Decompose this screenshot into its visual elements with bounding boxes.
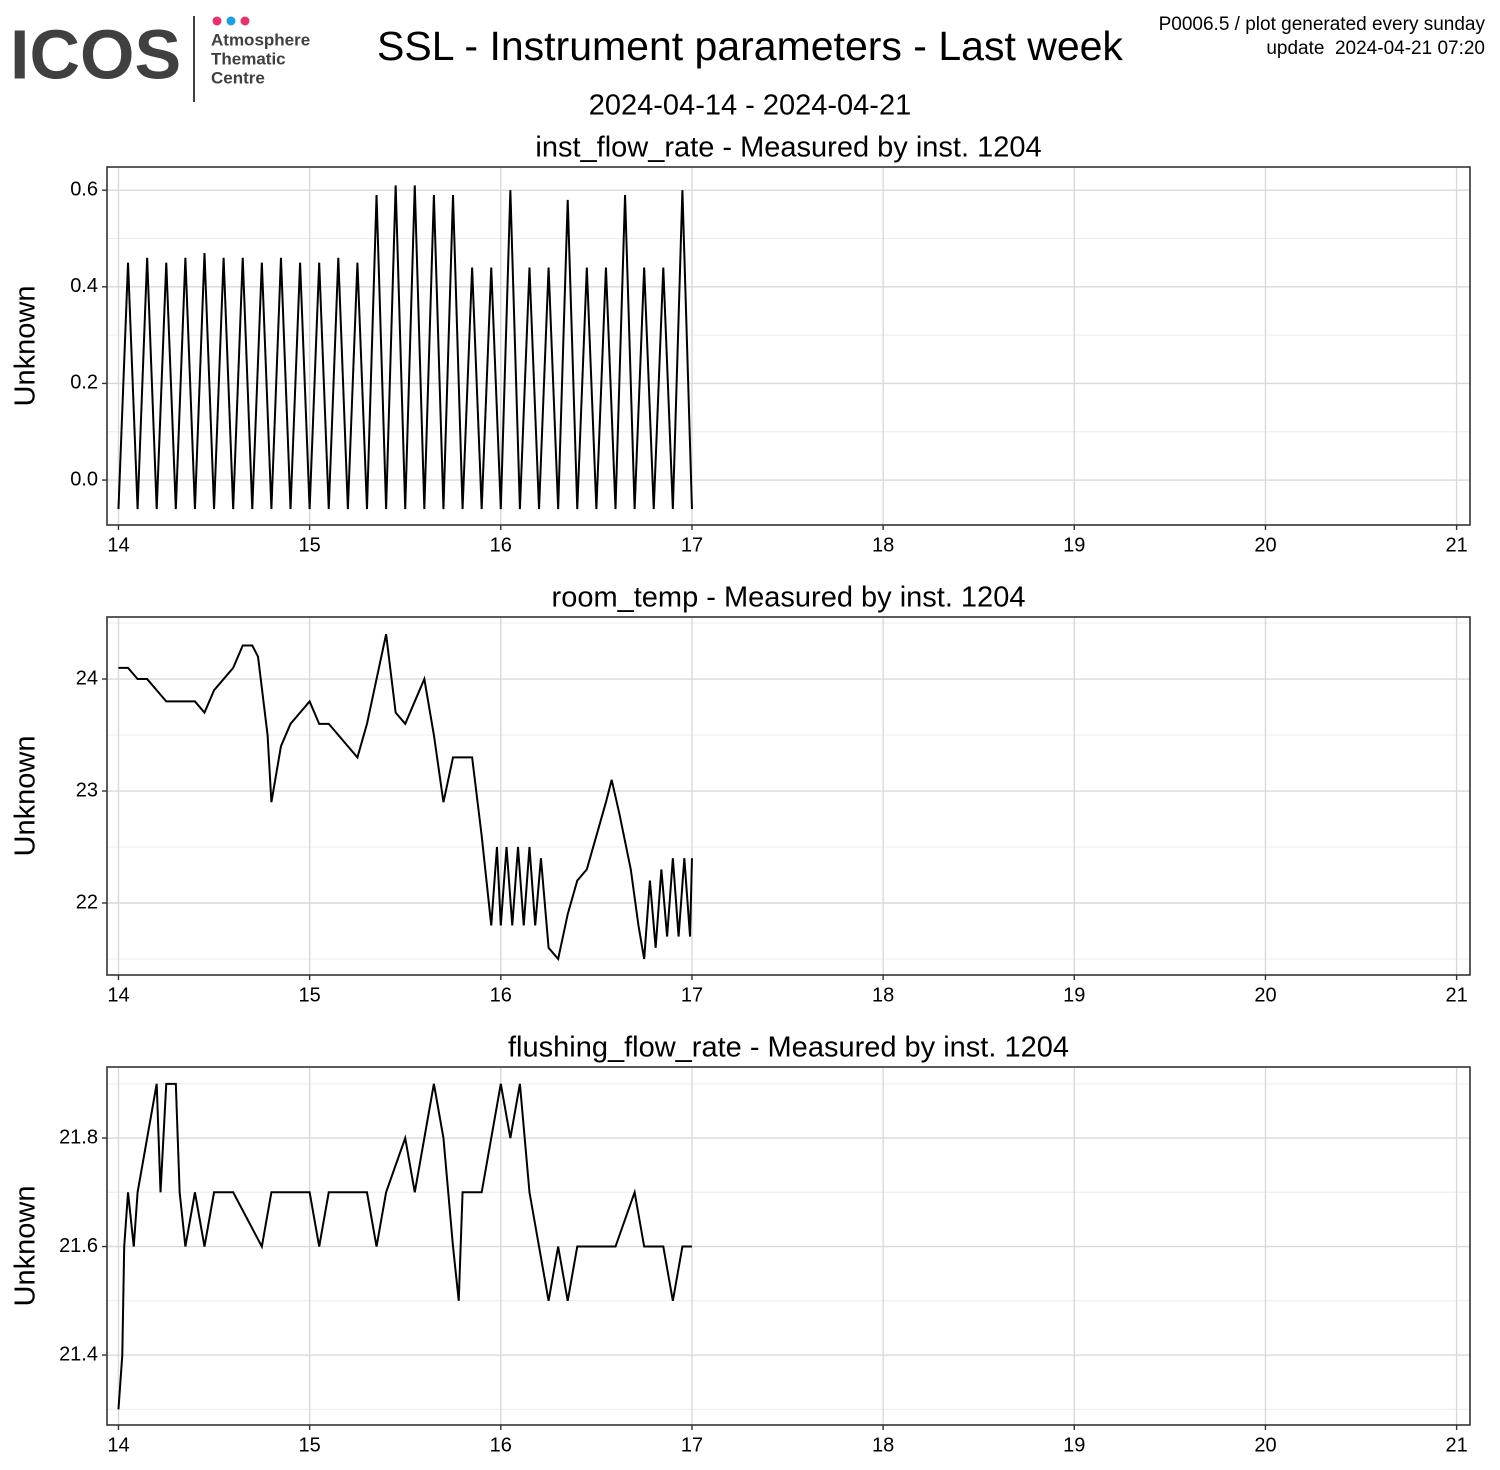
x-tick-label: 15	[299, 1434, 321, 1456]
y-tick-label: 0.6	[70, 178, 98, 200]
x-tick-label: 20	[1254, 1434, 1276, 1456]
chart-title: room_temp - Measured by inst. 1204	[552, 582, 1026, 614]
note: P0006.5 / plot generated every sunday	[1159, 14, 1486, 35]
y-tick-label: 0.0	[70, 468, 98, 490]
y-tick-label: 23	[76, 779, 98, 801]
x-tick-label: 19	[1063, 1434, 1085, 1456]
chart-title: flushing_flow_rate - Measured by inst. 1…	[508, 1032, 1069, 1064]
x-tick-label: 19	[1063, 534, 1085, 556]
logo-dot	[240, 16, 250, 26]
y-tick-label: 22	[76, 891, 98, 913]
x-tick-label: 16	[490, 984, 512, 1006]
page-subtitle: 2024-04-14 - 2024-04-21	[589, 90, 911, 122]
x-tick-label: 14	[107, 534, 129, 556]
x-tick-label: 16	[490, 1434, 512, 1456]
y-tick-label: 0.2	[70, 372, 98, 394]
y-axis-label: Unknown	[10, 736, 42, 857]
plot-frame	[106, 1066, 1471, 1426]
x-tick-label: 17	[681, 1434, 703, 1456]
x-tick-label: 17	[681, 984, 703, 1006]
plot-frame	[106, 616, 1471, 976]
x-tick-label: 21	[1445, 534, 1467, 556]
x-tick-label: 16	[490, 534, 512, 556]
x-tick-label: 14	[107, 1434, 129, 1456]
chart-title: inst_flow_rate - Measured by inst. 1204	[535, 132, 1041, 164]
logo-line: Centre	[211, 68, 265, 87]
x-tick-label: 21	[1445, 1434, 1467, 1456]
y-tick-label: 24	[76, 667, 98, 689]
y-tick-label: 0.4	[70, 275, 98, 297]
y-axis-label: Unknown	[10, 286, 42, 407]
data-line	[118, 634, 693, 962]
logo-text: ICOS	[10, 15, 181, 93]
logo-line: Thematic	[211, 49, 286, 68]
data-line	[117, 185, 693, 510]
x-tick-label: 19	[1063, 984, 1085, 1006]
x-tick-label: 21	[1445, 984, 1467, 1006]
note: update 2024-04-21 07:20	[1266, 38, 1485, 59]
page-title: SSL - Instrument parameters - Last week	[377, 23, 1123, 69]
y-tick-label: 21.8	[59, 1126, 98, 1148]
logo-dot	[226, 16, 236, 26]
x-tick-label: 15	[299, 984, 321, 1006]
x-tick-label: 15	[299, 534, 321, 556]
logo-line: Atmosphere	[211, 30, 310, 49]
x-tick-label: 20	[1254, 534, 1276, 556]
x-tick-label: 18	[872, 1434, 894, 1456]
x-tick-label: 14	[107, 984, 129, 1006]
x-tick-label: 17	[681, 534, 703, 556]
logo-dot	[212, 16, 222, 26]
y-axis-label: Unknown	[10, 1186, 42, 1307]
y-tick-label: 21.6	[59, 1235, 98, 1257]
plot-frame	[106, 166, 1471, 526]
data-line	[117, 1082, 692, 1410]
x-tick-label: 18	[872, 534, 894, 556]
x-tick-label: 18	[872, 984, 894, 1006]
x-tick-label: 20	[1254, 984, 1276, 1006]
y-tick-label: 21.4	[59, 1343, 98, 1365]
